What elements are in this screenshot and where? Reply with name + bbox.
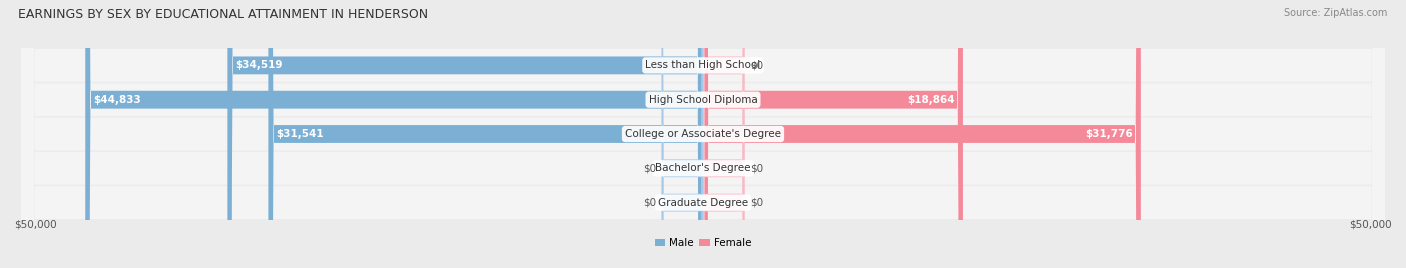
Text: Less than High School: Less than High School — [645, 60, 761, 70]
Text: High School Diploma: High School Diploma — [648, 95, 758, 105]
Text: Graduate Degree: Graduate Degree — [658, 198, 748, 208]
FancyBboxPatch shape — [703, 0, 744, 268]
Text: Source: ZipAtlas.com: Source: ZipAtlas.com — [1284, 8, 1388, 18]
Text: $0: $0 — [643, 163, 657, 173]
FancyBboxPatch shape — [703, 0, 744, 268]
Text: $31,541: $31,541 — [277, 129, 325, 139]
FancyBboxPatch shape — [21, 0, 1385, 268]
Text: $0: $0 — [643, 198, 657, 208]
Text: Bachelor's Degree: Bachelor's Degree — [655, 163, 751, 173]
Text: $50,000: $50,000 — [14, 220, 56, 230]
FancyBboxPatch shape — [21, 0, 1385, 268]
Text: $0: $0 — [749, 163, 763, 173]
Text: $31,776: $31,776 — [1085, 129, 1133, 139]
FancyBboxPatch shape — [21, 0, 1385, 268]
FancyBboxPatch shape — [21, 0, 1385, 268]
FancyBboxPatch shape — [269, 0, 703, 268]
Text: College or Associate's Degree: College or Associate's Degree — [626, 129, 780, 139]
FancyBboxPatch shape — [703, 0, 1140, 268]
Text: $0: $0 — [749, 60, 763, 70]
Text: $18,864: $18,864 — [907, 95, 955, 105]
Text: $44,833: $44,833 — [94, 95, 141, 105]
FancyBboxPatch shape — [86, 0, 703, 268]
Legend: Male, Female: Male, Female — [651, 234, 755, 252]
FancyBboxPatch shape — [703, 0, 744, 268]
Text: EARNINGS BY SEX BY EDUCATIONAL ATTAINMENT IN HENDERSON: EARNINGS BY SEX BY EDUCATIONAL ATTAINMEN… — [18, 8, 429, 21]
FancyBboxPatch shape — [228, 0, 703, 268]
FancyBboxPatch shape — [662, 0, 703, 268]
Text: $34,519: $34,519 — [236, 60, 283, 70]
Text: $0: $0 — [749, 198, 763, 208]
FancyBboxPatch shape — [662, 0, 703, 268]
Text: $50,000: $50,000 — [1350, 220, 1392, 230]
FancyBboxPatch shape — [21, 0, 1385, 268]
FancyBboxPatch shape — [703, 0, 963, 268]
